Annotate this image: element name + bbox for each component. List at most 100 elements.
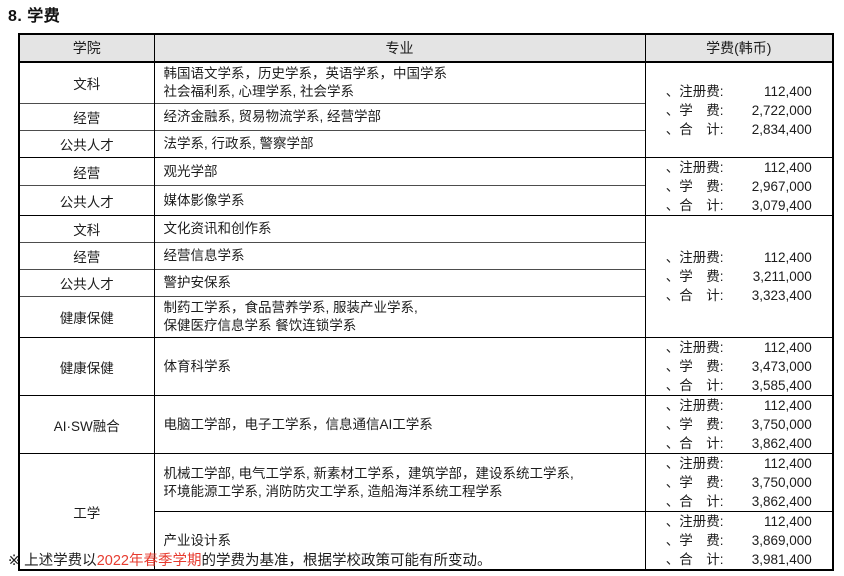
- table-row: 健康保健 体育科学系 、注册费: 112,400 、学 费: 3,473,000 、…: [19, 337, 833, 396]
- fee-label: 、学 费:: [665, 269, 724, 284]
- fee-value: 3,862,400: [751, 436, 812, 451]
- fee-label: 、学 费:: [665, 102, 724, 118]
- fee-block: 、注册费: 112,400 、学 费: 3,473,000 、合 计: 3,585,4…: [666, 338, 812, 395]
- fee-line-tuition: 、学 费: 3,211,000: [666, 267, 812, 286]
- fee-cell: 、注册费: 112,400 、学 费: 3,211,000 、合 计: 3,323,4…: [645, 215, 833, 338]
- fee-label: 、合 计:: [665, 121, 724, 137]
- footnote-highlight: 2022年春季学期: [96, 553, 202, 569]
- major-cell: 制药工学系，食品营养学系, 服装产业学系, 保健医疗信息学系 餐饮连锁学系: [154, 296, 646, 338]
- fee-line-registration: 、注册费: 112,400: [666, 338, 812, 357]
- major-cell: 观光学部: [154, 156, 646, 186]
- major-cell: 媒体影像学系: [154, 185, 646, 216]
- footnote-prefix: 上述学费以: [20, 553, 97, 569]
- fee-line-total: 、合 计: 3,585,400: [666, 376, 812, 395]
- college-cell: 经营: [19, 103, 155, 131]
- table-row: 工学 机械工学部, 电气工学系, 新素材工学系，建筑学部，建设系统工学系, 环境…: [19, 453, 833, 570]
- fee-line-total: 、合 计: 3,862,400: [666, 434, 812, 453]
- fee-line-tuition: 、学 费: 3,869,000: [666, 531, 812, 550]
- fee-block: 、注册费: 112,400 、学 费: 2,722,000 、合 计: 2,834,4…: [666, 82, 812, 139]
- college-cell: 公共人才: [19, 269, 155, 297]
- fee-cell: 、注册费: 112,400 、学 费: 3,869,000 、合 计: 3,981,4…: [645, 511, 833, 570]
- fee-line-total: 、合 计: 2,834,400: [666, 120, 812, 139]
- fee-value: 112,400: [763, 456, 812, 471]
- fee-value: 3,585,400: [751, 378, 812, 393]
- fee-value: 112,400: [763, 160, 812, 175]
- major-cell: 电脑工学部，电子工学系，信息通信AI工学系: [154, 395, 646, 454]
- footnote: ※ 上述学费以2022年春季学期的学费为基准，根据学校政策可能有所变动。: [8, 549, 491, 570]
- footnote-marker: ※: [8, 553, 21, 569]
- major-cell: 机械工学部, 电气工学系, 新素材工学系，建筑学部，建设系统工学系, 环境能源工…: [154, 453, 646, 512]
- fee-value: 3,750,000: [751, 475, 812, 490]
- major-cell: 文化资讯和创作系: [154, 215, 646, 243]
- fee-value: 3,323,400: [751, 288, 812, 303]
- fee-label: 、合 计:: [665, 378, 724, 393]
- fee-label: 、学 费:: [665, 417, 724, 432]
- college-cell: 文科: [19, 62, 155, 104]
- table-row: 经营 观光学部 、注册费: 112,400 、学 费: 2,967,000 、合 计…: [19, 156, 833, 216]
- fee-value: 2,834,400: [751, 121, 812, 137]
- table-row: 公共人才 警护安保系: [19, 269, 833, 297]
- table-row: AI·SW融合 电脑工学部，电子工学系，信息通信AI工学系 、注册费: 112,4…: [19, 395, 833, 454]
- fee-label: 、注册费:: [665, 160, 724, 175]
- fee-cell: 、注册费: 112,400 、学 费: 2,722,000 、合 计: 2,834,4…: [645, 62, 833, 158]
- footnote-suffix: 的学费为基准，根据学校政策可能有所变动。: [201, 553, 492, 569]
- college-cell: 经营: [19, 156, 155, 186]
- table-header-row: 学院 专业 学费(韩币): [19, 34, 833, 63]
- major-cell: 法学系, 行政系, 警察学部: [154, 130, 646, 158]
- fee-line-tuition: 、学 费: 2,722,000: [666, 101, 812, 120]
- college-cell: AI·SW融合: [19, 395, 155, 454]
- table-row: 健康保健 制药工学系，食品营养学系, 服装产业学系, 保健医疗信息学系 餐饮连锁…: [19, 296, 833, 338]
- fee-label: 、注册费:: [665, 340, 724, 355]
- fee-cell: 、注册费: 112,400 、学 费: 3,750,000 、合 计: 3,862,4…: [645, 453, 833, 512]
- fee-label: 、注册费:: [665, 456, 724, 471]
- fee-label: 、学 费:: [665, 359, 724, 374]
- fee-block: 、注册费: 112,400 、学 费: 3,750,000 、合 计: 3,862,4…: [666, 454, 812, 511]
- fee-line-total: 、合 计: 3,862,400: [666, 492, 812, 511]
- fee-label: 、注册费:: [665, 83, 724, 99]
- fee-value: 2,722,000: [751, 102, 812, 118]
- fee-cell: 、注册费: 112,400 、学 费: 2,967,000 、合 计: 3,079,4…: [645, 157, 833, 216]
- fee-line-registration: 、注册费: 112,400: [666, 158, 812, 177]
- fee-label: 、合 计:: [665, 494, 724, 509]
- fee-line-registration: 、注册费: 112,400: [666, 82, 812, 101]
- fee-value: 3,079,400: [751, 198, 812, 213]
- college-cell: 工学: [19, 453, 155, 570]
- fee-value: 112,400: [763, 398, 812, 413]
- table-row: 文科 韩国语文学系，历史学系，英语学系，中国学系 社会福利系, 心理学系, 社会…: [19, 62, 833, 137]
- table-row: 公共人才 法学系, 行政系, 警察学部: [19, 130, 833, 158]
- fee-label: 、学 费:: [665, 475, 724, 490]
- fee-value: 3,211,000: [752, 269, 812, 284]
- fee-label: 、合 计:: [665, 288, 724, 303]
- fee-value: 112,400: [763, 83, 812, 99]
- tuition-table: 学院 专业 学费(韩币) 文科 韩国语文学系，历史学系，英语学系，中国学系 社会…: [18, 33, 834, 571]
- fee-value: 2,967,000: [751, 179, 812, 194]
- fee-value: 3,750,000: [751, 417, 812, 432]
- page-title: 8. 学费: [8, 8, 61, 25]
- college-cell: 公共人才: [19, 130, 155, 158]
- fee-label: 、学 费:: [665, 533, 724, 548]
- fee-line-total: 、合 计: 3,079,400: [666, 196, 812, 215]
- fee-value: 3,473,000: [751, 359, 812, 374]
- fee-cell: 、注册费: 112,400 、学 费: 3,750,000 、合 计: 3,862,4…: [645, 395, 833, 454]
- fee-label: 、合 计:: [665, 552, 724, 567]
- college-cell: 健康保健: [19, 296, 155, 338]
- table-row: 产业设计系 、注册费: 112,400 、学 费: 3,869,000 、合 计: 3…: [19, 511, 833, 570]
- major-cell: 韩国语文学系，历史学系，英语学系，中国学系 社会福利系, 心理学系, 社会学系: [154, 62, 646, 104]
- fee-label: 、合 计:: [665, 198, 724, 213]
- table-row: 经营 经营信息学系: [19, 242, 833, 270]
- fee-line-registration: 、注册费: 112,400: [666, 454, 812, 473]
- fee-cell: 、注册费: 112,400 、学 费: 3,473,000 、合 计: 3,585,4…: [645, 337, 833, 396]
- table-row: 经营 经济金融系, 贸易物流学系, 经营学部: [19, 103, 833, 131]
- college-cell: 健康保健: [19, 337, 155, 396]
- fee-value: 3,981,400: [751, 552, 812, 567]
- college-cell: 经营: [19, 242, 155, 270]
- fee-line-total: 、合 计: 3,981,400: [666, 550, 812, 569]
- fee-label: 、学 费:: [665, 179, 724, 194]
- fee-line-registration: 、注册费: 112,400: [666, 512, 812, 531]
- fee-line-tuition: 、学 费: 3,750,000: [666, 473, 812, 492]
- fee-line-tuition: 、学 费: 3,750,000: [666, 415, 812, 434]
- major-cell: 经济金融系, 贸易物流学系, 经营学部: [154, 103, 646, 131]
- header-major: 专业: [154, 34, 646, 63]
- major-cell: 经营信息学系: [154, 242, 646, 270]
- fee-label: 、合 计:: [665, 436, 724, 451]
